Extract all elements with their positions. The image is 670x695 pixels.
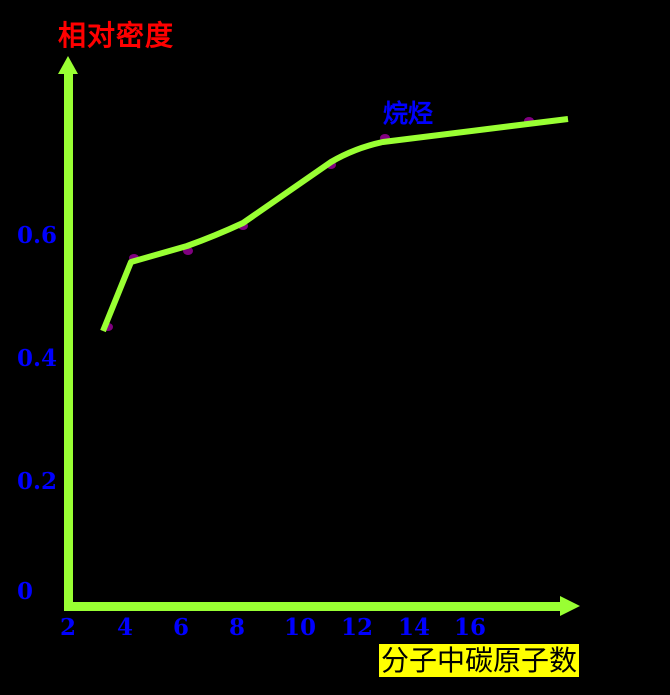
y-tick-label: 0.2: [17, 468, 58, 495]
data-markers: [103, 117, 534, 331]
y-tick-label: 0.4: [17, 345, 58, 372]
y-tick-label: 0: [17, 578, 34, 605]
y-axis-line: [64, 72, 73, 610]
x-tick-label: 12: [340, 614, 374, 641]
y-tick-label: 0.6: [17, 222, 58, 249]
x-tick-label: 8: [228, 614, 246, 641]
x-tick-label: 14: [397, 614, 431, 641]
x-axis-line: [64, 602, 564, 611]
x-axis-arrow-icon: [560, 596, 580, 616]
x-tick-label: 2: [59, 614, 77, 641]
x-axis-title: 分子中碳原子数: [379, 644, 580, 677]
x-tick-label: 4: [116, 614, 134, 641]
y-axis-arrow-icon: [58, 56, 78, 74]
x-tick-label: 16: [453, 614, 487, 641]
x-tick-label: 6: [172, 614, 190, 641]
x-tick-label: 10: [283, 614, 317, 641]
series-label-alkane: 烷烃: [383, 99, 434, 128]
y-axis-title: 相对密度: [58, 19, 175, 52]
trend-line: [100, 116, 569, 333]
